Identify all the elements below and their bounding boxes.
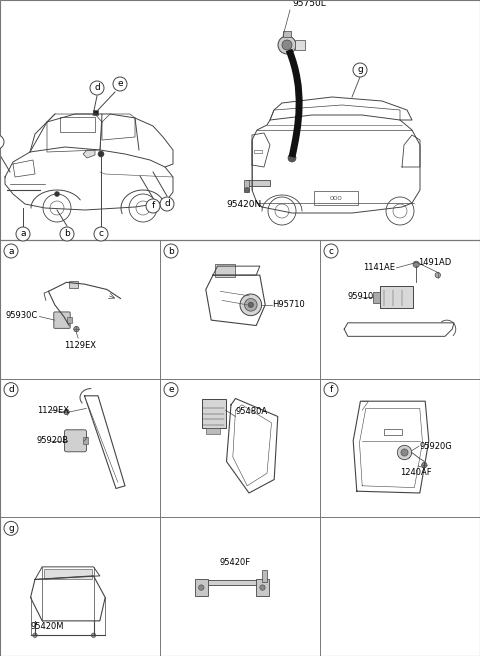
Bar (0, 240, 480, 656)
Circle shape (413, 261, 420, 268)
Circle shape (4, 522, 18, 535)
Bar (256, 579, 269, 596)
Circle shape (199, 585, 204, 590)
Circle shape (60, 227, 74, 241)
Circle shape (164, 382, 178, 397)
Text: 95420N: 95420N (227, 200, 262, 209)
Bar (67, 318, 72, 323)
Circle shape (91, 633, 96, 638)
Circle shape (64, 409, 69, 415)
Bar (206, 428, 220, 434)
Text: H95710: H95710 (272, 300, 305, 310)
Bar (60, 117, 95, 132)
Text: 95920B: 95920B (37, 436, 69, 445)
Text: d: d (164, 199, 170, 209)
Circle shape (240, 294, 262, 316)
Text: f: f (329, 385, 333, 394)
Text: 95910: 95910 (348, 292, 374, 301)
Text: 95750L: 95750L (292, 0, 326, 8)
Polygon shape (83, 150, 95, 158)
Text: 1129EX: 1129EX (37, 405, 69, 415)
Text: 1240AF: 1240AF (400, 468, 432, 477)
Bar (373, 292, 380, 303)
Circle shape (324, 244, 338, 258)
Text: 1491AD: 1491AD (418, 258, 451, 267)
Circle shape (278, 36, 296, 54)
Circle shape (113, 77, 127, 91)
Circle shape (244, 188, 250, 192)
Bar (44, 569, 92, 579)
Bar (380, 286, 413, 308)
Circle shape (98, 151, 104, 157)
Circle shape (282, 40, 292, 50)
Circle shape (94, 227, 108, 241)
Text: 95480A: 95480A (236, 407, 268, 417)
Bar (262, 569, 267, 582)
Bar (83, 437, 88, 443)
Circle shape (4, 382, 18, 397)
FancyBboxPatch shape (54, 312, 70, 329)
Text: 95920G: 95920G (420, 441, 453, 451)
Bar (202, 400, 226, 428)
Circle shape (248, 302, 253, 308)
Circle shape (397, 445, 412, 460)
Circle shape (260, 585, 265, 590)
Circle shape (164, 244, 178, 258)
Text: d: d (8, 385, 14, 394)
Text: 95930C: 95930C (5, 311, 38, 320)
Circle shape (353, 63, 367, 77)
Bar (254, 150, 262, 153)
Circle shape (55, 192, 60, 197)
Text: a: a (8, 247, 14, 255)
Bar (314, 191, 358, 205)
Text: d: d (94, 83, 100, 92)
Bar (283, 31, 291, 37)
Text: 95420F: 95420F (220, 558, 251, 567)
Bar (200, 581, 263, 585)
Bar (0, 0, 480, 240)
Bar (69, 281, 78, 288)
Text: 1129EX: 1129EX (64, 341, 96, 350)
Bar (244, 180, 249, 192)
Bar (215, 264, 235, 277)
Text: g: g (357, 66, 363, 75)
Bar (295, 40, 305, 50)
Circle shape (244, 298, 257, 311)
Text: c: c (328, 247, 334, 255)
Circle shape (16, 227, 30, 241)
Circle shape (0, 135, 4, 149)
Circle shape (4, 244, 18, 258)
Text: OOO: OOO (330, 195, 342, 201)
Bar (384, 429, 402, 434)
Circle shape (146, 199, 160, 213)
Bar (246, 180, 270, 186)
Circle shape (324, 382, 338, 397)
Circle shape (90, 81, 104, 95)
Circle shape (33, 633, 37, 638)
Text: g: g (8, 524, 14, 533)
Text: 1141AE: 1141AE (363, 264, 396, 272)
Circle shape (74, 327, 79, 332)
Text: b: b (64, 230, 70, 239)
Text: c: c (98, 230, 104, 239)
Circle shape (401, 449, 408, 456)
Text: b: b (168, 247, 174, 255)
Text: e: e (168, 385, 174, 394)
Circle shape (160, 197, 174, 211)
Circle shape (435, 272, 441, 278)
Circle shape (421, 462, 427, 468)
Text: 95420M: 95420M (31, 622, 64, 631)
FancyBboxPatch shape (64, 430, 86, 452)
Text: f: f (151, 201, 155, 211)
Text: a: a (20, 230, 26, 239)
Circle shape (288, 154, 296, 162)
Bar (93, 110, 98, 115)
Bar (195, 579, 207, 596)
Text: e: e (117, 79, 123, 89)
